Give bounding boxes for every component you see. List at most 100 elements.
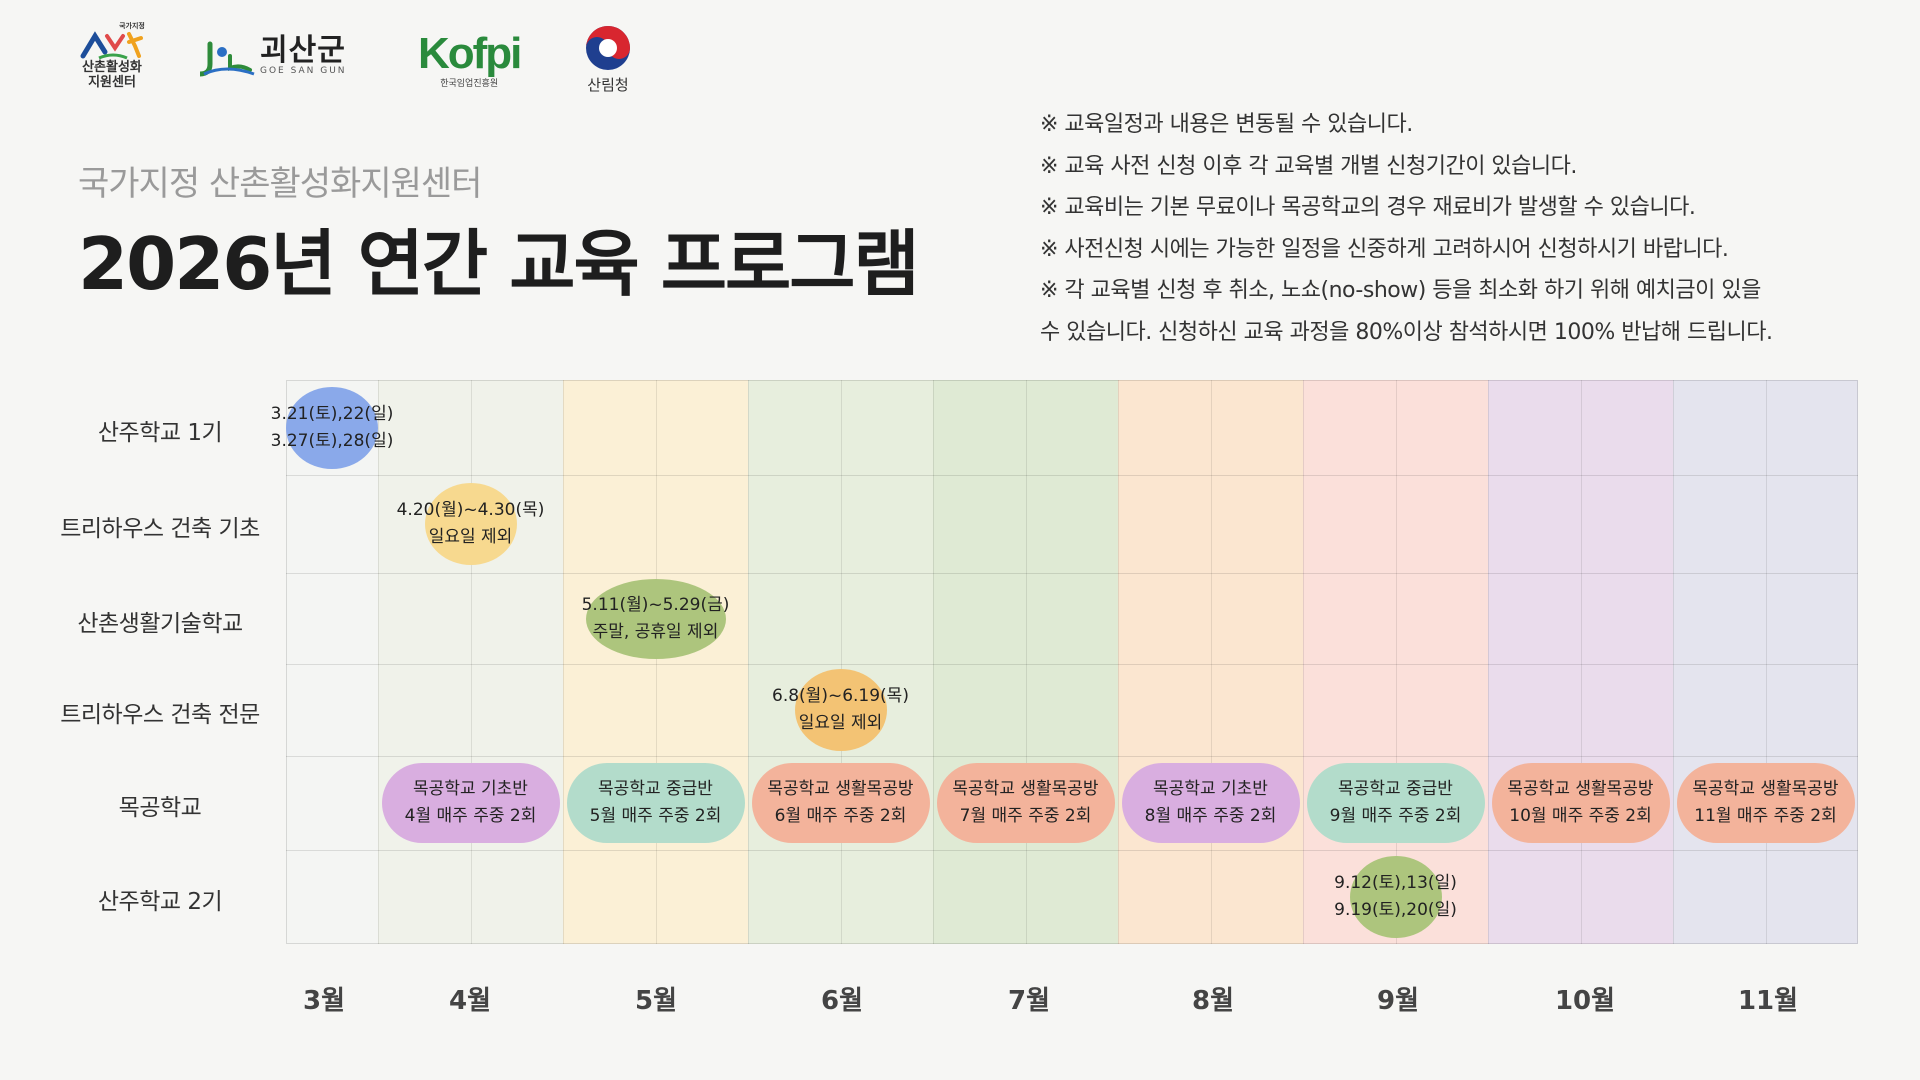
- event-line1: 목공학교 생활목공방: [952, 779, 1099, 799]
- event-pill: [1676, 763, 1855, 843]
- grid-vline: [1211, 380, 1212, 944]
- month-label: 3월: [302, 986, 345, 1016]
- event-pill: [1306, 763, 1485, 843]
- grid-vline: [1396, 380, 1397, 944]
- grid-vline: [1118, 380, 1119, 944]
- taegeuk-icon: [586, 26, 630, 70]
- month-band: [748, 380, 933, 944]
- event-line1: 목공학교 기초반: [413, 779, 528, 799]
- month-label: 5월: [634, 986, 677, 1016]
- event-line2: 9월 매주 주중 2회: [1329, 806, 1462, 826]
- grid-vline: [748, 380, 749, 944]
- kofpi-logo: Kofpi 한국임업진흥원: [418, 29, 522, 90]
- notice-line: ※ 교육비는 기본 무료이나 목공학교의 경우 재료비가 발생할 수 있습니다.: [1040, 195, 1696, 220]
- event-text: 목공학교 생활목공방 10월 매주 주중 2회: [1461, 776, 1701, 830]
- event-line1: 4.20(월)~4.30(목): [396, 500, 545, 520]
- logo-sanchon-line2: 지원센터: [88, 75, 136, 90]
- event-pill: [936, 763, 1115, 843]
- logo-sanchon-line1: 산촌활성화: [82, 60, 142, 75]
- event-pill: [424, 483, 517, 565]
- goesan-name: 괴산군: [260, 33, 346, 68]
- notice-list: ※ 교육일정과 내용은 변동될 수 있습니다. ※ 교육 사전 신청 이후 각 …: [1040, 104, 1870, 353]
- grid-hline: [286, 573, 1858, 574]
- event-text: 5.11(월)~5.29(금) 주말, 공휴일 제외: [536, 592, 776, 646]
- goesan-sub: GOE SAN GUN: [260, 66, 347, 76]
- grid-vline: [933, 380, 934, 944]
- row-label: 트리하우스 건축 기초: [60, 516, 260, 542]
- event-line2: 일요일 제외: [798, 713, 883, 733]
- event-line2: 6월 매주 주중 2회: [774, 806, 907, 826]
- event-line2: 7월 매주 주중 2회: [959, 806, 1092, 826]
- event-line2: 5월 매주 주중 2회: [589, 806, 722, 826]
- month-label: 4월: [448, 986, 491, 1016]
- month-label: 7월: [1007, 986, 1050, 1016]
- event-text: 목공학교 중급반 5월 매주 주중 2회: [536, 776, 776, 830]
- event-line2: 주말, 공휴일 제외: [592, 621, 719, 642]
- grid-vline: [378, 380, 379, 944]
- notice-line: ※ 사전신청 시에는 가능한 일정을 신중하게 고려하시어 신청하시기 바랍니다…: [1040, 236, 1729, 262]
- month-band: [1303, 380, 1488, 944]
- event-text: 6.8(월)~6.19(목) 일요일 제외: [721, 683, 961, 737]
- month-label: 11월: [1737, 986, 1799, 1016]
- month-band: [378, 380, 563, 944]
- event-line1: 5.11(월)~5.29(금): [581, 594, 730, 615]
- sanchon-center-logo: 국가지정 산촌활성화 지원센터: [72, 22, 152, 90]
- grid-frame: [286, 380, 1858, 944]
- event-line1: 3.21(토),22(일): [270, 403, 394, 424]
- event-text: 목공학교 중급반 9월 매주 주중 2회: [1276, 776, 1516, 830]
- event-pill: [286, 386, 378, 469]
- event-line2: 10월 매주 주중 2회: [1509, 806, 1652, 826]
- grid-vline: [1303, 380, 1304, 944]
- month-band: [1673, 380, 1858, 944]
- goesan-logo: 괴산군 GOE SAN GUN: [200, 34, 347, 78]
- event-text: 목공학교 기초반 4월 매주 주중 2회: [351, 776, 591, 830]
- grid-vline: [656, 380, 657, 944]
- event-line1: 6.8(월)~6.19(목): [772, 686, 909, 706]
- event-line1: 목공학교 기초반: [1153, 779, 1268, 799]
- month-label: 9월: [1376, 986, 1419, 1016]
- grid-vline: [841, 380, 842, 944]
- month-band: [1488, 380, 1673, 944]
- event-pill: [1491, 763, 1670, 843]
- grid-hline: [286, 850, 1858, 851]
- event-line1: 목공학교 생활목공방: [767, 779, 914, 799]
- goesan-mark-icon: [200, 41, 255, 77]
- month-band: [933, 380, 1118, 944]
- event-line1: 목공학교 중급반: [598, 779, 713, 799]
- notice-line: ※ 교육일정과 내용은 변동될 수 있습니다.: [1040, 112, 1413, 137]
- event-text: 3.21(토),22(일) 3.27(토),28(일): [212, 401, 452, 455]
- event-text: 목공학교 기초반 8월 매주 주중 2회: [1091, 776, 1331, 830]
- event-line2: 4월 매주 주중 2회: [404, 806, 537, 826]
- schedule-grid: [286, 380, 1858, 944]
- grid-vline: [1673, 380, 1674, 944]
- event-pill: [566, 763, 745, 843]
- event-text: 9.12(토),13(일) 9.19(토),20(일): [1276, 870, 1516, 924]
- month-label: 8월: [1191, 986, 1234, 1016]
- event-pill: [585, 578, 726, 659]
- kofpi-word: Kofpi: [418, 29, 522, 78]
- event-line1: 9.12(토),13(일): [1334, 873, 1457, 893]
- event-line2: 11월 매주 주중 2회: [1694, 806, 1837, 826]
- grid-hline: [286, 664, 1858, 665]
- kofpi-sub: 한국임업진흥원: [440, 79, 499, 89]
- event-line2: 8월 매주 주중 2회: [1144, 806, 1277, 826]
- grid-vline: [1026, 380, 1027, 944]
- logo-sanchon-top-text: 국가지정: [119, 22, 145, 30]
- month-label: 6월: [820, 986, 863, 1016]
- event-text: 목공학교 생활목공방 6월 매주 주중 2회: [721, 776, 961, 830]
- notice-line: ※ 각 교육별 신청 후 취소, 노쇼(no-show) 등을 최소화 하기 위…: [1040, 278, 1761, 303]
- page-title: 2026년 연간 교육 프로그램: [78, 222, 920, 306]
- row-label: 목공학교: [118, 795, 202, 821]
- event-pill: [794, 669, 887, 751]
- event-pill: [1349, 856, 1442, 938]
- event-line2: 3.27(토),28(일): [270, 430, 394, 451]
- event-line1: 목공학교 중급반: [1338, 779, 1453, 799]
- month-band: [1118, 380, 1303, 944]
- row-label: 산주학교 2기: [97, 889, 223, 915]
- grid-vline: [1581, 380, 1582, 944]
- forest-name: 산림청: [587, 76, 629, 94]
- page-subtitle: 국가지정 산촌활성화지원센터: [78, 164, 482, 204]
- event-line1: 목공학교 생활목공방: [1507, 779, 1654, 799]
- month-band: [286, 380, 378, 944]
- month-label: 10월: [1554, 986, 1616, 1016]
